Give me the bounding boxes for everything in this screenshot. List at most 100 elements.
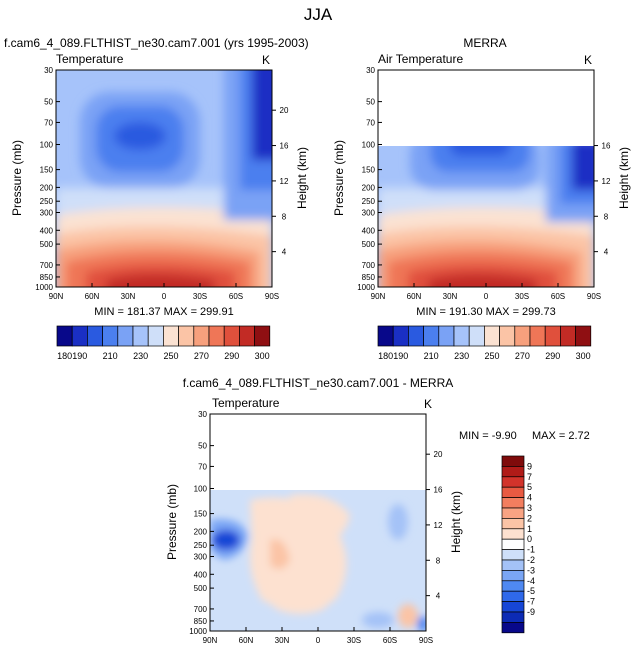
x-tick-label: 60N [239,636,254,645]
y-tick-label: 30 [366,66,375,75]
colorbar-label: 300 [576,351,591,361]
colorbar-cell [468,325,485,347]
panel-diff-units: K [424,397,432,411]
colorbar-cell [514,325,531,347]
y-tick-label: 150 [40,166,54,175]
field-cold-3 [114,122,166,150]
colorbar-cell [501,528,525,540]
panel-merra-ylabel-right: Height (km) [617,147,631,209]
colorbar-label: 270 [194,351,209,361]
y-tick-label: 100 [40,141,54,150]
colorbar-cell [71,325,88,347]
colorbar-label: -1 [527,545,535,555]
colorbar-cell [501,570,525,582]
colorbar-cell [501,497,525,509]
y-right-tick-label: 16 [280,142,289,151]
colorbar-cell [239,325,255,347]
colorbar-cell [147,325,164,347]
panel-model-stats: MIN = 181.37 MAX = 299.91 [94,306,233,318]
colorbar-label: 290 [545,351,560,361]
y-tick-label: 700 [362,261,376,270]
colorbar-cell [102,325,119,347]
panel-merra-field [378,70,594,287]
colorbar-label: 270 [515,351,530,361]
y-tick-label: 700 [194,605,208,614]
x-tick-label: 90S [419,636,433,645]
field-warm-3 [270,539,290,569]
colorbar-cell [501,507,525,519]
panel-merra-ylabel: Pressure (mb) [332,140,346,216]
colorbar-cell [87,325,103,347]
x-tick-label: 0 [316,636,321,645]
field-warm-4 [270,586,330,614]
panel-merra-stats: MIN = 191.30 MAX = 299.73 [416,306,555,318]
y-tick-label: 1000 [35,283,53,292]
y-tick-label: 300 [362,208,376,217]
y-tick-label: 850 [40,273,54,282]
x-tick-label: 30N [121,292,136,301]
y-tick-label: 1000 [189,627,207,636]
colorbar-label: 300 [255,351,270,361]
field-band-295 [106,274,215,287]
colorbar-cell [501,580,525,592]
panel-model-field [56,70,272,287]
x-tick-label: 90N [371,292,386,301]
colorbar-label: -3 [527,565,535,575]
field-pole-3 [252,70,272,160]
y-tick-label: 500 [40,240,54,249]
colorbar-cell [117,325,134,347]
x-tick-label: 30N [275,636,290,645]
y-right-tick-label: 20 [434,450,443,459]
colorbar-label: 3 [527,503,532,513]
panel-merra-label: Air Temperature [378,52,463,66]
colorbar-cell [501,601,525,613]
colorbar-label: 210 [424,351,439,361]
colorbar-label: 230 [454,351,469,361]
colorbar-cell [223,325,240,347]
panel-diff-ylabel-right: Height (km) [449,491,463,553]
colorbar-cell [392,325,409,347]
y-tick-label: 70 [44,118,53,127]
y-tick-label: 50 [366,98,375,107]
y-tick-label: 250 [194,541,208,550]
panel-diff-field [210,414,426,631]
colorbar-cell [499,325,516,347]
panel-diff-stats-max: MAX = 2.72 [532,430,590,442]
x-tick-label: 0 [484,292,489,301]
colorbar-cell [529,325,546,347]
field-cold-4 [362,612,394,628]
panel-merra: MERRA Air Temperature K [332,36,631,361]
y-right-tick-label: 8 [282,212,287,221]
field-band-295 [428,274,537,287]
field-warm-2 [290,494,350,545]
y-tick-label: 150 [362,166,376,175]
y-tick-label: 700 [40,261,54,270]
y-right-tick-label: 12 [280,177,289,186]
colorbar-cell [501,590,525,602]
y-tick-label: 500 [362,240,376,249]
colorbar-label: 250 [163,351,178,361]
colorbar-cell [544,325,561,347]
colorbar-cell [501,466,525,478]
colorbar-label: 190 [393,351,408,361]
colorbar-label: -7 [527,597,535,607]
y-tick-label: 200 [40,183,54,192]
colorbar-label: 210 [103,351,118,361]
x-tick-label: 60N [85,292,100,301]
y-right-tick-label: 16 [602,142,611,151]
colorbar-label: 180 [378,351,393,361]
colorbar-label: 230 [133,351,148,361]
y-right-tick-label: 8 [436,556,441,565]
panel-diff-stats-min: MIN = -9.90 [459,430,517,442]
y-tick-label: 500 [194,584,208,593]
field-pole-3 [572,140,594,190]
panel-model-label: Temperature [56,52,124,66]
colorbar-label: 190 [72,351,87,361]
y-tick-label: 300 [194,552,208,561]
colorbar-cell [484,325,500,347]
panel-diff-label: Temperature [212,396,280,410]
y-tick-label: 30 [198,410,207,419]
y-right-tick-label: 12 [434,521,443,530]
